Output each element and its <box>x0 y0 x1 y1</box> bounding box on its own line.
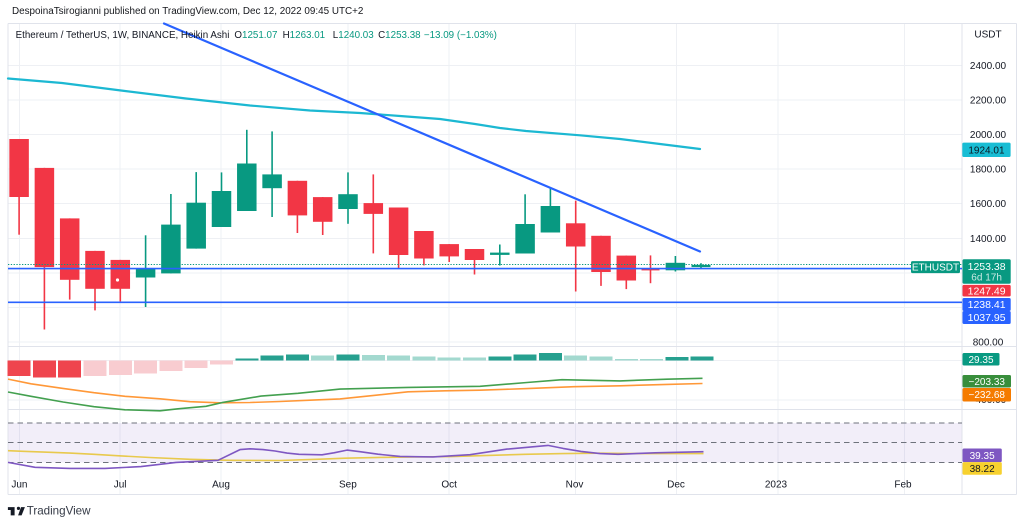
svg-text:Nov: Nov <box>566 480 584 491</box>
svg-text:Sep: Sep <box>339 480 357 491</box>
svg-text:2200.00: 2200.00 <box>970 95 1007 106</box>
svg-text:1238.41: 1238.41 <box>968 299 1006 311</box>
svg-text:−203.33: −203.33 <box>969 377 1006 388</box>
svg-text:39.35: 39.35 <box>970 451 995 462</box>
svg-text:Ethereum / TetherUS, 1W, BINAN: Ethereum / TetherUS, 1W, BINANCE, Heikin… <box>16 30 497 41</box>
svg-text:2000.00: 2000.00 <box>970 130 1007 141</box>
svg-text:1400.00: 1400.00 <box>970 234 1007 245</box>
svg-text:DespoinaTsirogianni published: DespoinaTsirogianni published on Trading… <box>12 6 363 17</box>
svg-text:29.35: 29.35 <box>968 355 993 366</box>
svg-text:1600.00: 1600.00 <box>970 199 1007 210</box>
svg-text:800.00: 800.00 <box>973 338 1004 349</box>
svg-text:ETHUSDT: ETHUSDT <box>912 263 959 274</box>
svg-text:6d 17h: 6d 17h <box>971 273 1002 284</box>
svg-text:38.22: 38.22 <box>970 464 995 475</box>
svg-text:Aug: Aug <box>212 480 230 491</box>
svg-text:USDT: USDT <box>974 30 1001 41</box>
svg-text:1924.01: 1924.01 <box>968 145 1005 156</box>
svg-text:TradingView: TradingView <box>27 505 91 518</box>
svg-text:Oct: Oct <box>441 480 457 491</box>
svg-text:Jun: Jun <box>11 480 27 491</box>
svg-text:1800.00: 1800.00 <box>970 165 1007 176</box>
svg-text:−232.68: −232.68 <box>969 390 1006 401</box>
svg-text:Jul: Jul <box>114 480 127 491</box>
svg-text:Dec: Dec <box>667 480 685 491</box>
svg-text:1253.38: 1253.38 <box>968 261 1006 273</box>
svg-text:Feb: Feb <box>894 480 912 491</box>
svg-text:2400.00: 2400.00 <box>970 61 1007 72</box>
svg-text:1037.95: 1037.95 <box>968 312 1006 324</box>
svg-text:2023: 2023 <box>765 480 788 491</box>
svg-text:1247.49: 1247.49 <box>968 285 1006 297</box>
